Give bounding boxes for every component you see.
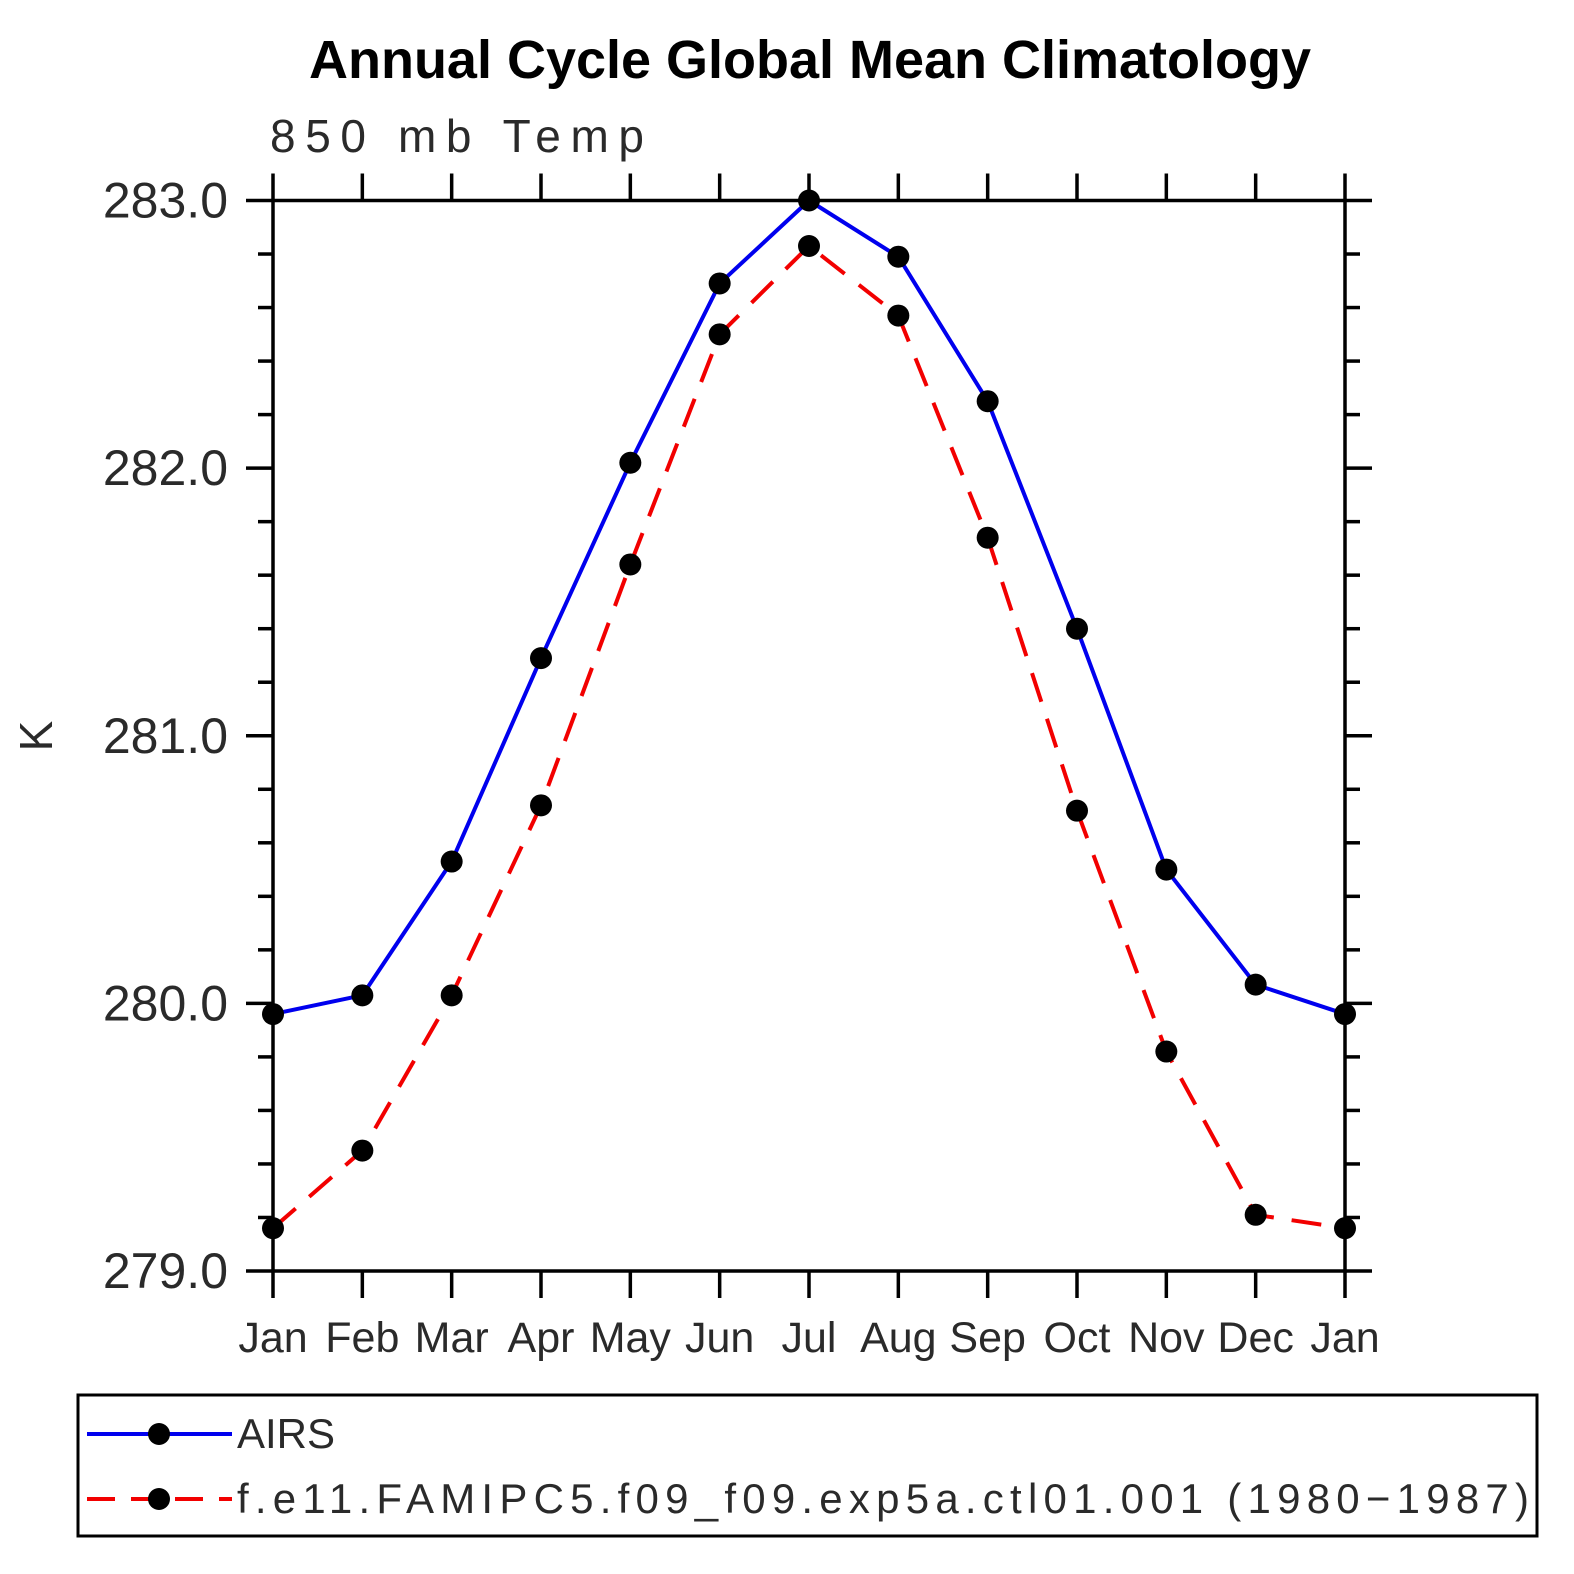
y-major-ticks — [246, 198, 1372, 1273]
x-month-label: Oct — [1044, 1314, 1111, 1362]
x-month-ticks — [271, 173, 1347, 1298]
y-tick-label: 281.0 — [103, 708, 228, 764]
data-point — [1066, 799, 1088, 822]
airs-marker-icon — [148, 1423, 170, 1445]
legend-label-model: f.e11.FAMIPC5.f09_f09.exp5a.ctl01.001 (1… — [237, 1475, 1529, 1522]
data-point — [530, 794, 552, 817]
data-point — [440, 984, 463, 1007]
model-marker-icon — [148, 1488, 170, 1510]
data-point — [1155, 1040, 1178, 1063]
legend: AIRS f.e11.FAMIPC5.f09_f09.exp5a.ctl01.0… — [76, 1393, 1539, 1538]
data-point — [1244, 973, 1267, 996]
data-point — [798, 189, 820, 212]
data-point — [1334, 1003, 1356, 1026]
y-axis-label: K — [10, 720, 62, 751]
chart-subtitle: 850 mb Temp — [270, 110, 644, 162]
y-tick-label: 283.0 — [103, 173, 228, 229]
data-point — [262, 1003, 284, 1026]
legend-item-model: f.e11.FAMIPC5.f09_f09.exp5a.ctl01.001 (1… — [87, 1475, 1529, 1522]
x-month-label: Dec — [1217, 1314, 1293, 1362]
x-month-label: Mar — [415, 1314, 489, 1362]
data-point — [1334, 1217, 1356, 1240]
data-point — [619, 451, 642, 474]
y-tick-label: 279.0 — [103, 1243, 228, 1299]
x-month-labels: Jan Feb Mar Apr May Jun Jul Aug Sep Oct Nov Dec Jan — [238, 1314, 1379, 1362]
legend-label-airs: AIRS — [237, 1410, 335, 1457]
data-point — [530, 647, 552, 670]
data-point — [1244, 1203, 1267, 1226]
x-month-label: Apr — [508, 1314, 575, 1362]
data-point — [976, 526, 999, 549]
data-point — [619, 553, 642, 576]
data-point — [708, 272, 731, 295]
x-month-label: Feb — [325, 1314, 399, 1362]
x-month-label: Sep — [949, 1314, 1026, 1362]
data-point — [1155, 858, 1178, 881]
data-point — [351, 1139, 374, 1162]
x-month-label: Nov — [1128, 1314, 1205, 1362]
data-point — [351, 984, 374, 1007]
data-point — [440, 850, 463, 873]
y-tick-label: 282.0 — [103, 440, 228, 496]
legend-item-airs: AIRS — [87, 1410, 335, 1457]
x-month-label: May — [590, 1314, 672, 1362]
series-markers — [262, 189, 1356, 1240]
y-tick-labels: 279.0 280.0 281.0 282.0 283.0 — [103, 173, 228, 1300]
data-point — [887, 304, 910, 327]
legend-box — [76, 1393, 1539, 1538]
data-point — [798, 234, 820, 257]
x-month-label: Jun — [685, 1314, 754, 1362]
y-tick-label: 280.0 — [103, 975, 228, 1031]
x-month-label: Jul — [782, 1314, 837, 1362]
x-month-label: Jan — [238, 1314, 307, 1362]
data-point — [262, 1217, 284, 1240]
data-point — [1066, 617, 1088, 640]
x-month-label: Jan — [1310, 1314, 1379, 1362]
x-month-label: Aug — [860, 1314, 937, 1362]
data-point — [708, 323, 731, 346]
data-point — [976, 390, 999, 413]
page-title: Annual Cycle Global Mean Climatology — [309, 30, 1311, 90]
data-point — [887, 245, 910, 268]
